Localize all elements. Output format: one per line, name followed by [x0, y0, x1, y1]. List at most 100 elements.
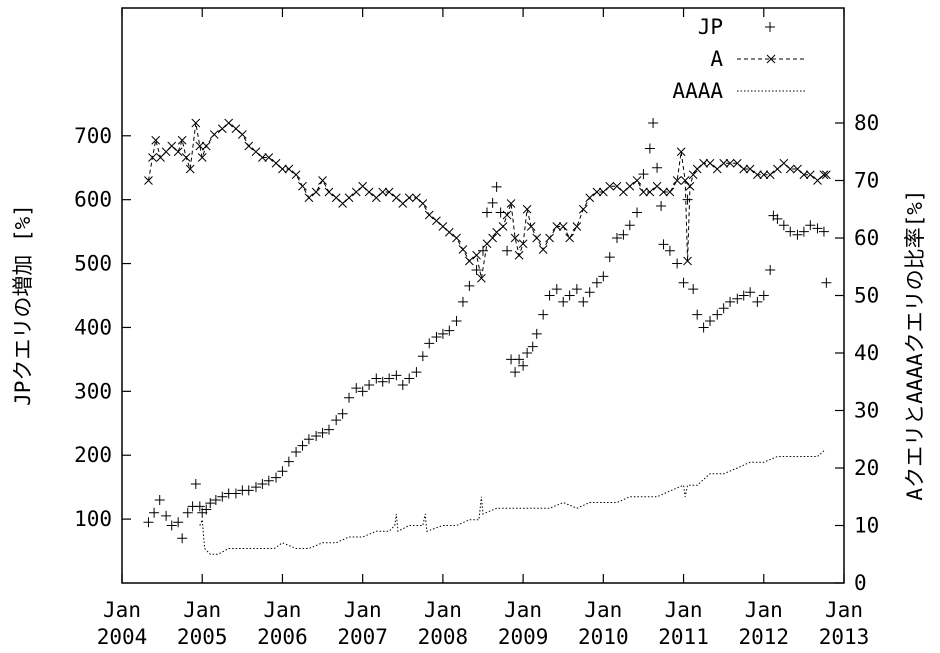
series-a-point — [592, 187, 602, 197]
series-jp-point — [424, 338, 435, 349]
series-jp-point — [303, 434, 314, 445]
series-jp-point — [725, 296, 736, 307]
x-tick-label-month: Jan — [745, 598, 783, 622]
series-jp-point — [357, 386, 368, 397]
series-jp-point — [391, 370, 402, 381]
series-jp-point — [257, 478, 268, 489]
series-a-point — [725, 158, 735, 168]
legend-marker-jp — [765, 22, 775, 32]
series-a-point — [278, 164, 287, 174]
series-jp-point — [644, 143, 655, 154]
series-a-point — [522, 204, 532, 214]
series-a-point — [659, 187, 668, 197]
y2-tick-label: 70 — [854, 169, 879, 193]
series-jp-point — [752, 296, 763, 307]
series-a-point — [705, 158, 715, 168]
series-aaaa-line — [199, 450, 825, 555]
series-a-point — [526, 222, 536, 231]
series-jp-point — [201, 504, 212, 515]
legend: JP A AAAA — [672, 15, 806, 103]
series-aaaa — [199, 450, 825, 555]
legend-label-a: A — [710, 47, 723, 71]
series-a-point — [311, 187, 321, 197]
y2-tick-label: 20 — [854, 456, 879, 480]
series-jp-point — [263, 475, 274, 486]
series-jp-point — [404, 373, 415, 384]
x-tick-label-year: 2010 — [578, 625, 629, 649]
y2-tick-label: 30 — [854, 399, 879, 423]
series-jp-point — [682, 194, 693, 205]
series-jp-point — [217, 491, 228, 502]
series-jp-point — [564, 290, 575, 301]
y2-tick-label: 40 — [854, 341, 879, 365]
series-a-point — [518, 239, 528, 249]
series-jp-point — [698, 322, 709, 333]
series-a-point — [191, 118, 201, 128]
series-jp-point — [812, 223, 823, 234]
series-jp-point — [337, 408, 348, 419]
series-jp-point — [250, 482, 261, 493]
series-jp — [143, 118, 832, 544]
series-jp-point — [444, 325, 455, 336]
x-tick-label-year: 2005 — [177, 625, 228, 649]
series-a-point — [538, 245, 548, 254]
series-jp-point — [411, 367, 422, 378]
series-jp-point — [578, 296, 589, 307]
series-jp-point — [384, 373, 395, 384]
series-a-point — [739, 164, 749, 174]
series-jp-point — [611, 233, 622, 243]
series-a-point — [572, 222, 582, 231]
series-a-point — [378, 187, 388, 197]
series-a-point — [144, 176, 153, 185]
series-jp-point — [758, 290, 769, 301]
series-jp-point — [291, 447, 302, 458]
y2-tick-label: 0 — [854, 571, 867, 595]
series-a-point — [585, 193, 595, 203]
series-jp-point — [598, 271, 609, 282]
series-jp-point — [624, 220, 635, 231]
series-jp-point — [638, 169, 649, 180]
series-jp-point — [688, 284, 699, 295]
series-jp-point — [210, 494, 221, 505]
series-jp-point — [785, 226, 796, 237]
series-jp-point — [377, 376, 388, 387]
series-jp-point — [317, 427, 328, 438]
series-jp-point — [277, 466, 288, 477]
series-jp-point — [437, 328, 448, 339]
x-axis: Jan 2004 Jan 2005 Jan 2006 Jan 2007 Jan 2008 Jan 20… — [97, 8, 869, 649]
series-jp-point — [283, 456, 294, 467]
series-jp-point — [805, 220, 816, 231]
plot-frame — [121, 7, 845, 584]
series-jp-point — [712, 309, 723, 320]
series-a-point — [799, 170, 809, 180]
series-jp-point — [527, 341, 538, 352]
series-a-point — [344, 193, 354, 203]
series-jp-point — [331, 415, 342, 426]
series-a-point — [719, 158, 729, 168]
series-a-point — [173, 147, 183, 157]
y-axis-right: 0 10 20 30 40 50 60 70 80 — [835, 111, 879, 595]
y-tick-label: 100 — [74, 507, 112, 531]
series-jp-point — [604, 252, 615, 263]
x-tick-label-month: Jan — [183, 598, 221, 622]
series-a-point — [665, 187, 675, 197]
x-tick-label-year: 2007 — [337, 625, 388, 649]
series-a-point — [532, 233, 542, 243]
legend-a-cross — [766, 54, 776, 64]
x-tick-label-year: 2006 — [257, 625, 308, 649]
series-a-point — [291, 170, 301, 180]
x-tick-label-month: Jan — [103, 598, 141, 622]
series-a-point — [545, 233, 554, 243]
series-jp-point — [632, 207, 643, 218]
series-jp-point — [149, 507, 160, 518]
series-a-point — [506, 199, 516, 208]
series-jp-point — [495, 207, 506, 218]
series-jp-point — [364, 379, 375, 390]
series-a-point — [364, 187, 374, 197]
series-jp-point — [705, 316, 716, 327]
series-jp-point — [431, 332, 442, 343]
series-jp-point — [323, 424, 334, 435]
series-a-point — [683, 256, 692, 266]
series-a-point — [510, 233, 520, 243]
series-a-point — [148, 153, 157, 162]
